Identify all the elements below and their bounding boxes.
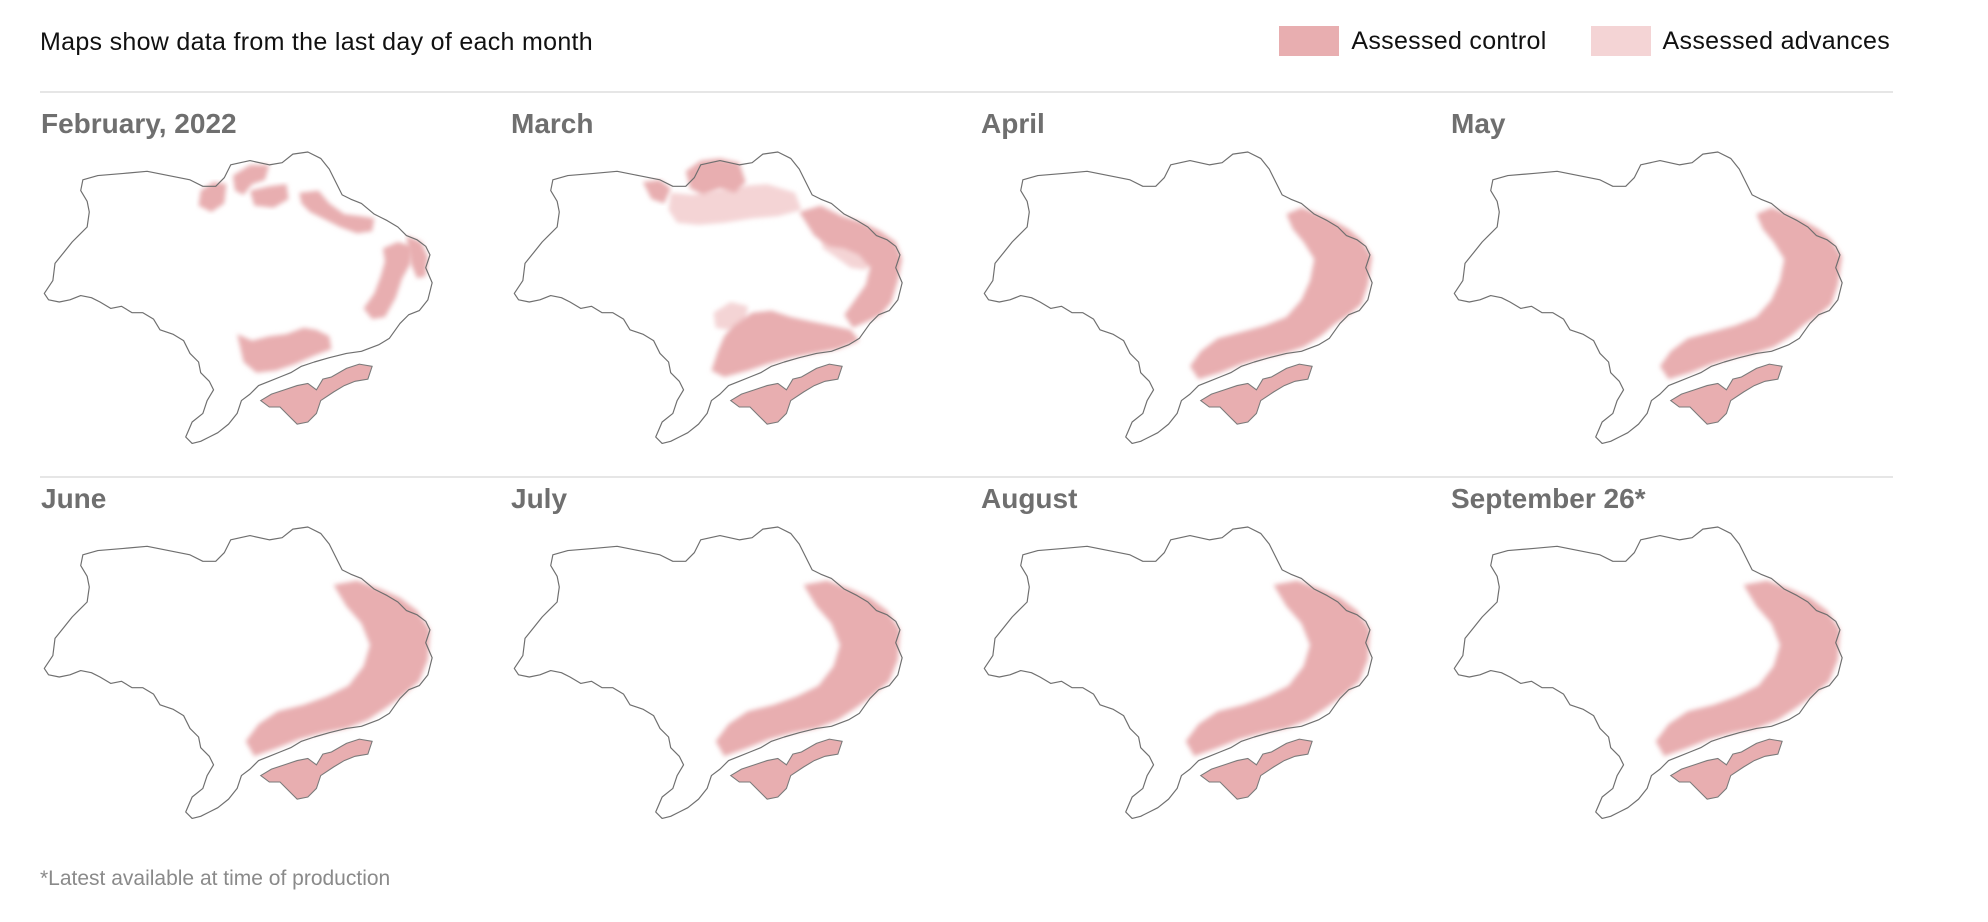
country-fill xyxy=(44,152,433,444)
country-fill xyxy=(514,152,903,444)
control-area xyxy=(198,182,227,212)
country-outline xyxy=(513,151,903,445)
country-fill xyxy=(1454,527,1843,819)
ukraine-map xyxy=(1453,151,1843,445)
legend-swatch-advances xyxy=(1590,26,1651,56)
control-area xyxy=(363,242,413,320)
legend: Assessed control Assessed advances xyxy=(1235,26,1890,56)
country-outline xyxy=(513,526,903,820)
control-area xyxy=(1660,207,1843,380)
crimea-control xyxy=(1669,363,1783,425)
country-fill xyxy=(514,527,903,819)
legend-label-control: Assessed control xyxy=(1351,26,1547,55)
control-area xyxy=(245,580,430,757)
map-panel: March xyxy=(510,92,970,462)
control-area xyxy=(1190,207,1373,380)
ukraine-map xyxy=(983,151,1373,445)
control-area xyxy=(685,158,746,195)
country-outline xyxy=(1453,526,1843,820)
divider-top xyxy=(40,91,1893,93)
map-panel: February, 2022 xyxy=(40,92,500,462)
ukraine-map xyxy=(513,151,903,445)
map-title: July xyxy=(511,483,568,514)
map-title: August xyxy=(981,483,1078,514)
country-fill xyxy=(984,152,1373,444)
country-fill xyxy=(984,527,1373,819)
map-title: April xyxy=(981,108,1045,139)
country-outline xyxy=(43,526,433,820)
legend-item-advances: Assessed advances xyxy=(1590,26,1890,56)
divider-middle xyxy=(40,476,1893,478)
map-title: February, 2022 xyxy=(41,108,237,139)
map-title: May xyxy=(1451,108,1506,139)
ukraine-map xyxy=(513,526,903,820)
ukraine-map xyxy=(43,526,433,820)
legend-swatch-control xyxy=(1279,26,1340,56)
control-area xyxy=(715,580,900,757)
country-outline xyxy=(43,151,433,445)
country-outline xyxy=(983,526,1373,820)
control-area xyxy=(232,164,270,195)
map-panel: August xyxy=(980,467,1440,837)
control-area xyxy=(299,190,375,234)
legend-item-control: Assessed control xyxy=(1279,26,1546,56)
country-outline xyxy=(983,151,1373,445)
map-panel: April xyxy=(980,92,1440,462)
crimea-control xyxy=(1199,738,1313,800)
chart-header: Maps show data from the last day of each… xyxy=(40,22,1890,62)
map-panel: May xyxy=(1450,92,1910,462)
crimea-control xyxy=(729,363,843,425)
legend-label-advances: Assessed advances xyxy=(1662,26,1890,55)
control-area xyxy=(1185,580,1370,757)
country-fill xyxy=(1454,152,1843,444)
control-area xyxy=(711,310,860,377)
map-panel: September 26* xyxy=(1450,467,1910,837)
map-panel: June xyxy=(40,467,500,837)
advance-area xyxy=(668,184,802,225)
subtitle: Maps show data from the last day of each… xyxy=(40,28,593,56)
control-area xyxy=(250,184,289,208)
crimea-control xyxy=(259,363,373,425)
control-area xyxy=(237,327,332,373)
ukraine-map xyxy=(983,526,1373,820)
crimea-control xyxy=(729,738,843,800)
footnote: *Latest available at time of production xyxy=(40,867,391,890)
control-area xyxy=(642,179,671,204)
map-panel: July xyxy=(510,467,970,837)
country-outline xyxy=(1453,151,1843,445)
ukraine-map xyxy=(1453,526,1843,820)
crimea-control xyxy=(1669,738,1783,800)
map-title: June xyxy=(41,483,107,514)
ukraine-map xyxy=(43,151,433,445)
control-area xyxy=(1655,580,1840,757)
control-area xyxy=(406,235,428,279)
crimea-control xyxy=(1199,363,1313,425)
country-fill xyxy=(44,527,433,819)
crimea-control xyxy=(259,738,373,800)
map-title: September 26* xyxy=(1451,483,1646,514)
map-title: March xyxy=(511,108,594,139)
